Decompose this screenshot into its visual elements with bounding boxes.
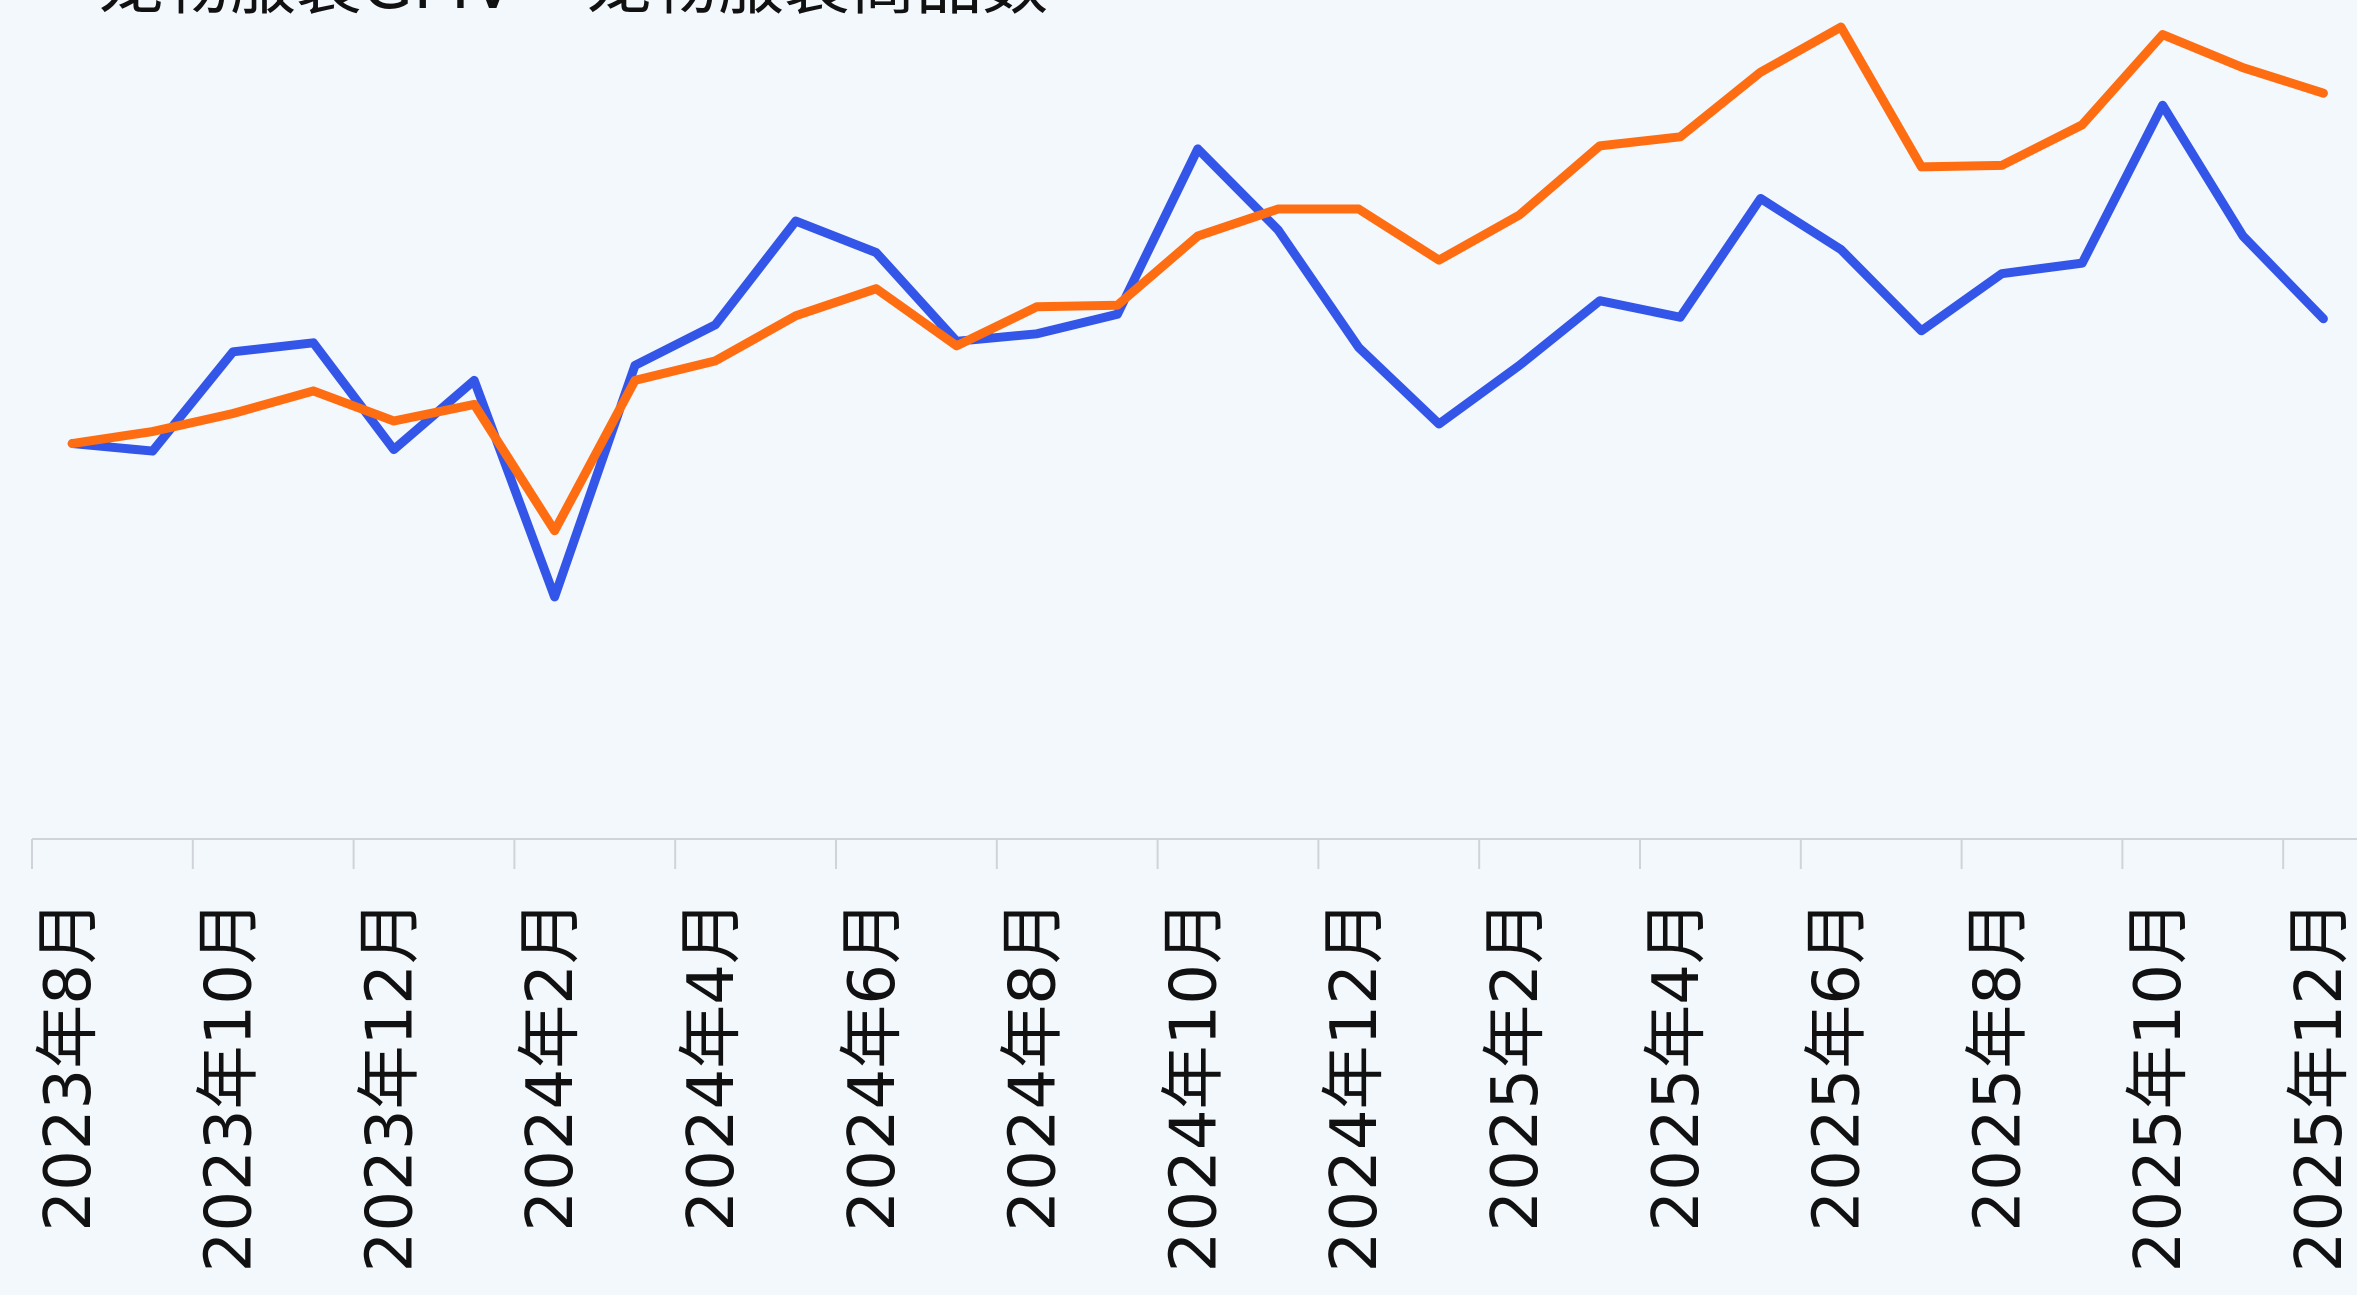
x-tick-label: 2025年10月 — [2122, 900, 2196, 1272]
x-tick-label: 2024年2月 — [514, 900, 588, 1232]
x-tick-label: 2024年10月 — [1157, 900, 1231, 1272]
x-tick-label: 2024年12月 — [1318, 900, 1392, 1272]
x-tick-label: 2023年12月 — [353, 900, 427, 1272]
x-tick-label: 2025年6月 — [1801, 900, 1875, 1232]
x-tick-label: 2025年12月 — [2283, 900, 2357, 1272]
line-series — [67, 22, 2328, 536]
x-tick-label: 2024年8月 — [997, 900, 1071, 1232]
x-tick-label: 2024年4月 — [675, 900, 749, 1232]
legend-label: 宠物服装GMV — [98, 0, 515, 24]
legend-label: 宠物服装商品数 — [586, 0, 1048, 24]
x-tick-label: 2025年8月 — [1961, 900, 2035, 1232]
x-tick-label: 2025年2月 — [1479, 900, 1553, 1232]
line-series — [67, 100, 2328, 602]
x-tick-label: 2023年8月 — [32, 900, 106, 1232]
x-tick-label: 2023年10月 — [193, 900, 267, 1272]
x-tick-label: 2024年6月 — [836, 900, 910, 1232]
x-tick-label: 2025年4月 — [1640, 900, 1714, 1232]
